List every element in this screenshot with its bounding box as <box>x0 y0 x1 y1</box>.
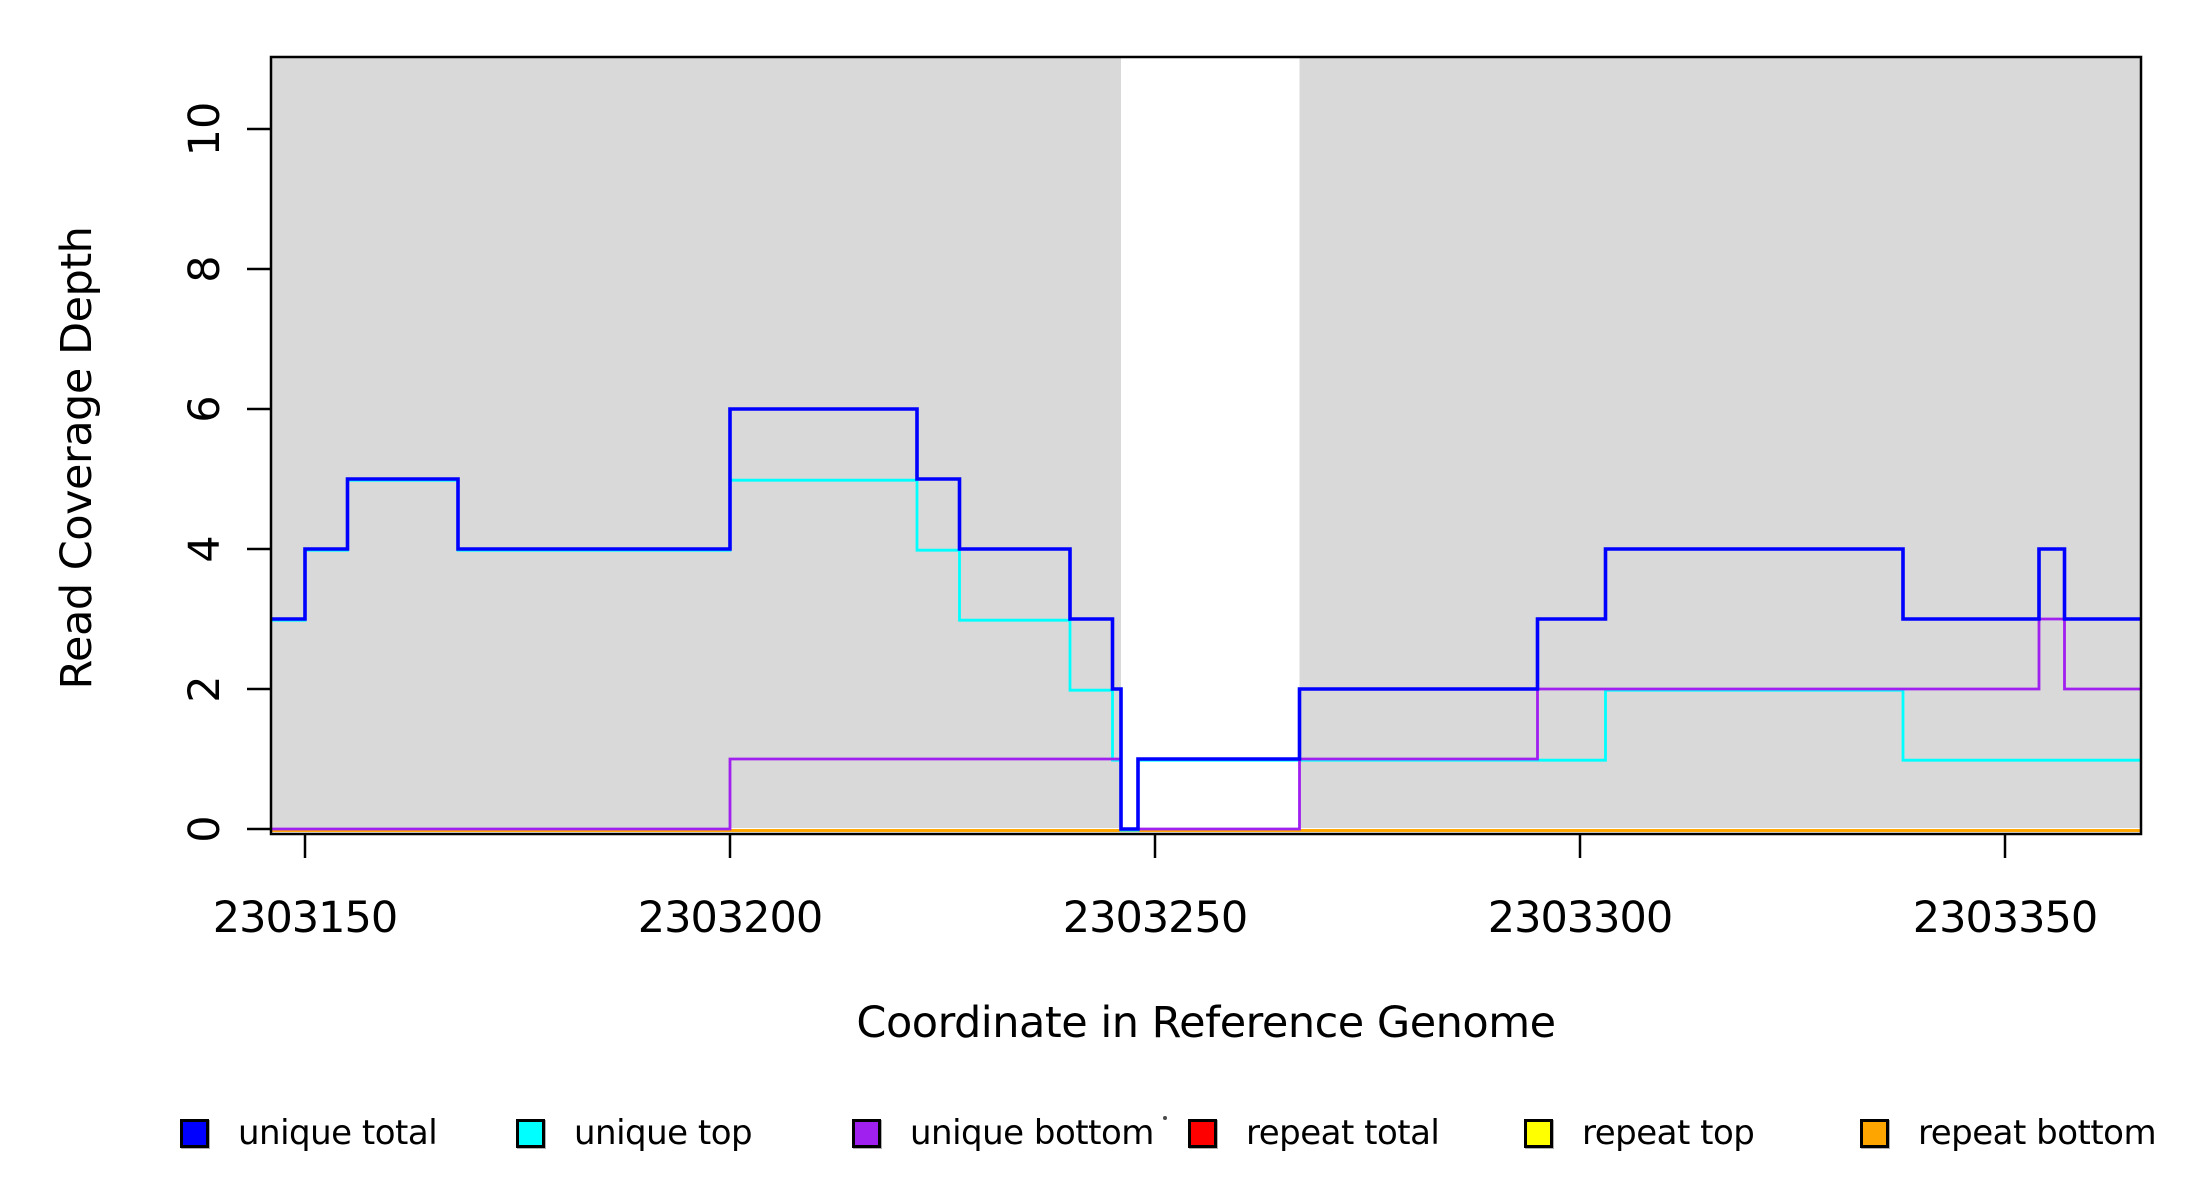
y-tick-label: 4 <box>180 535 230 562</box>
series-line-unique-total <box>271 407 2141 831</box>
x-axis-label: Coordinate in Reference Genome <box>856 998 1556 1048</box>
shaded-region <box>1299 57 2141 828</box>
y-tick-label: 8 <box>180 255 230 282</box>
legend-label: unique total <box>238 1113 438 1153</box>
legend-swatch-icon <box>852 1118 881 1148</box>
stray-dot-mark <box>1163 1116 1167 1120</box>
x-tick-label: 2303300 <box>1488 893 1673 943</box>
y-tick-label: 6 <box>180 395 230 422</box>
legend-item-repeat-total: repeat total <box>1188 1113 1440 1153</box>
x-tick-label: 2303200 <box>638 893 823 943</box>
legend-item-unique-top: unique top <box>516 1113 753 1153</box>
y-tick-label: 0 <box>180 815 230 842</box>
legend-label: unique bottom <box>910 1113 1154 1153</box>
legend-label: unique top <box>574 1113 753 1153</box>
x-tick-label: 2303250 <box>1063 893 1248 943</box>
legend-item-repeat-bottom: repeat bottom <box>1860 1113 2157 1153</box>
legend-swatch-icon <box>1524 1118 1553 1148</box>
x-tick-label: 2303150 <box>213 893 398 943</box>
legend-item-unique-total: unique total <box>180 1113 438 1153</box>
legend-swatch-icon <box>1860 1118 1889 1148</box>
legend-swatch-icon <box>1188 1118 1217 1148</box>
y-axis-label: Read Coverage Depth <box>52 226 102 690</box>
legend-label: repeat bottom <box>1918 1113 2157 1153</box>
y-tick-label: 10 <box>180 102 230 157</box>
legend-label: repeat top <box>1582 1113 1755 1153</box>
x-tick-label: 2303350 <box>1913 893 2098 943</box>
legend-item-repeat-top: repeat top <box>1524 1113 1755 1153</box>
y-tick-label: 2 <box>180 675 230 702</box>
legend-swatch-icon <box>180 1118 209 1148</box>
legend-label: repeat total <box>1246 1113 1440 1153</box>
plot-border <box>269 55 2143 836</box>
legend-swatch-icon <box>516 1118 545 1148</box>
legend-item-unique-bottom: unique bottom <box>852 1113 1154 1153</box>
series-line-unique-bottom <box>271 617 2141 831</box>
shaded-region <box>271 57 1121 828</box>
